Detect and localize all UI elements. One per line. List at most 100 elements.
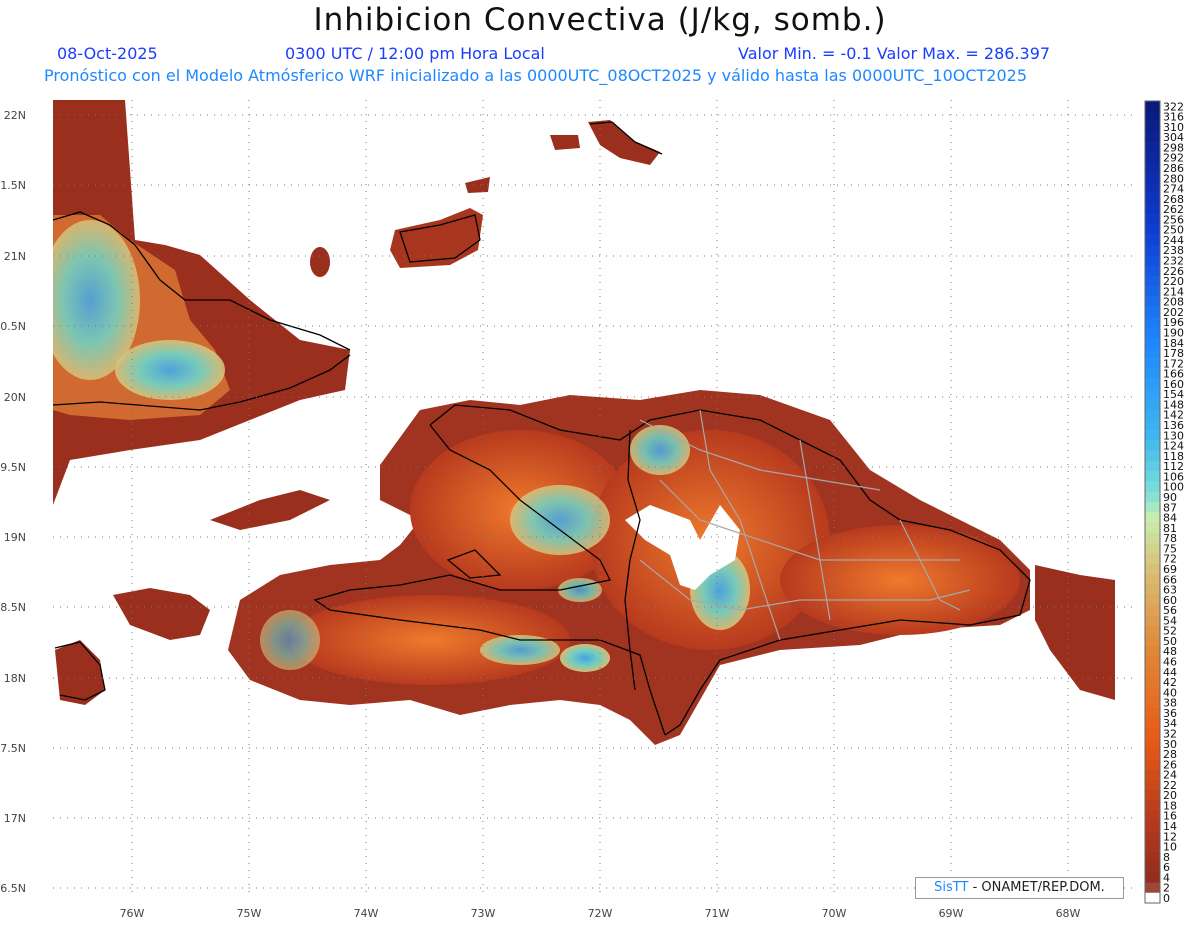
colorbar-swatch <box>1145 831 1160 842</box>
colorbar-swatch <box>1145 522 1160 534</box>
colorbar-swatch <box>1145 502 1160 513</box>
colorbar-label: 54 <box>1163 614 1177 627</box>
colorbar-label: 10 <box>1163 841 1177 854</box>
colorbar-swatch <box>1145 101 1160 112</box>
colorbar-label: 18 <box>1163 799 1177 812</box>
colorbar-label: 322 <box>1163 100 1184 113</box>
colorbar-swatch <box>1145 635 1160 647</box>
colorbar-swatch <box>1145 779 1160 791</box>
colorbar-label: 196 <box>1163 316 1184 329</box>
colorbar-label: 87 <box>1163 501 1177 514</box>
colorbar-label: 63 <box>1163 584 1177 597</box>
colorbar-swatch <box>1145 419 1160 431</box>
lat-label: 16.5N <box>0 882 26 895</box>
colorbar-swatch <box>1145 687 1160 698</box>
lon-label: 73W <box>471 907 496 920</box>
colorbar-label: 81 <box>1163 522 1177 535</box>
colorbar-label: 72 <box>1163 553 1177 566</box>
colorbar-label: 60 <box>1163 594 1177 607</box>
island-inagua <box>390 208 483 268</box>
island-bahamas-1 <box>550 135 580 150</box>
cuba-low-cin-west <box>53 220 140 380</box>
colorbar-swatch <box>1145 368 1160 379</box>
colorbar-label: 6 <box>1163 861 1170 874</box>
colorbar-swatch <box>1145 152 1160 163</box>
colorbar-swatch <box>1145 697 1160 708</box>
colorbar-label: 286 <box>1163 162 1184 175</box>
colorbar-label: 24 <box>1163 769 1177 782</box>
colorbar-swatch <box>1145 275 1160 287</box>
colorbar-swatch <box>1145 851 1160 863</box>
colorbar-swatch <box>1145 728 1160 739</box>
colorbar-swatch <box>1145 861 1160 873</box>
colorbar-label: 48 <box>1163 645 1177 658</box>
colorbar-label: 250 <box>1163 224 1184 237</box>
inagua-coast <box>399 214 481 263</box>
coastlines <box>52 121 1031 736</box>
colorbar-label: 69 <box>1163 563 1177 576</box>
colorbar-swatch <box>1145 440 1160 451</box>
colorbar-swatch <box>1145 810 1160 822</box>
colorbar-swatch <box>1145 553 1160 564</box>
low-cin-cibao <box>630 425 690 475</box>
jamaica-field <box>113 588 210 640</box>
colorbar-swatch <box>1145 316 1160 328</box>
colorbar-swatch <box>1145 676 1160 688</box>
colorbar-swatch <box>1145 471 1160 482</box>
colorbar-label: 232 <box>1163 255 1184 268</box>
colorbar-label: 154 <box>1163 388 1184 401</box>
lat-label: 19N <box>4 531 26 544</box>
colorbar-swatch <box>1145 573 1160 585</box>
colorbar-swatch <box>1145 872 1160 883</box>
colorbar-label: 238 <box>1163 244 1184 257</box>
colorbar-swatch <box>1145 193 1160 205</box>
colorbar-label: 130 <box>1163 429 1184 442</box>
colorbar-label: 56 <box>1163 604 1177 617</box>
lon-label: 72W <box>588 907 613 920</box>
province-line-5 <box>639 559 971 611</box>
cuba-north-coast <box>52 211 351 351</box>
colorbar-swatch <box>1145 656 1160 667</box>
colorbar-swatch <box>1145 296 1160 307</box>
low-cin-haiti-north <box>510 485 610 555</box>
colorbar-label: 118 <box>1163 450 1184 463</box>
map-title: Inhibicion Convectiva (J/kg, somb.) <box>313 2 887 38</box>
colorbar-label: 8 <box>1163 851 1170 864</box>
colorbar-label: 316 <box>1163 111 1184 124</box>
colorbar-swatch <box>1145 142 1160 153</box>
cuba-south-coast <box>52 354 351 411</box>
colorbar-label: 40 <box>1163 686 1177 699</box>
lat-label: 21N <box>4 250 26 263</box>
colorbar-label: 160 <box>1163 378 1184 391</box>
colorbar-swatch <box>1145 800 1160 811</box>
colorbar-label: 16 <box>1163 810 1177 823</box>
colorbar-swatch <box>1145 615 1160 626</box>
colorbar-label: 268 <box>1163 193 1184 206</box>
colorbar-label: 178 <box>1163 347 1184 360</box>
colorbar-swatch <box>1145 255 1160 266</box>
colorbar-label: 202 <box>1163 306 1184 319</box>
colorbar-label: 42 <box>1163 676 1177 689</box>
province-line-3 <box>699 409 781 641</box>
colorbar-label: 66 <box>1163 573 1177 586</box>
colorbar-swatch <box>1145 214 1160 225</box>
colorbar-label: 292 <box>1163 152 1184 165</box>
colorbar-label: 34 <box>1163 717 1177 730</box>
colorbar-label: 52 <box>1163 625 1177 638</box>
colorbar-swatch <box>1145 645 1160 657</box>
colorbar-swatch <box>1145 203 1160 215</box>
colorbar-swatch <box>1145 265 1160 277</box>
low-cin-gulf <box>558 578 602 602</box>
colorbar-label: 22 <box>1163 779 1177 792</box>
colorbar-swatch <box>1145 306 1160 318</box>
colorbar-swatch <box>1145 234 1160 246</box>
colorbar-swatch <box>1145 162 1160 174</box>
province-line-1 <box>639 419 881 491</box>
colorbar-label: 208 <box>1163 296 1184 309</box>
colorbar-label: 148 <box>1163 398 1184 411</box>
colorbar-swatch <box>1145 594 1160 606</box>
colorbar-swatch <box>1145 892 1160 904</box>
gonave-island <box>446 549 502 579</box>
colorbar-frame <box>1144 100 1161 904</box>
colorbar-swatch <box>1145 378 1160 390</box>
